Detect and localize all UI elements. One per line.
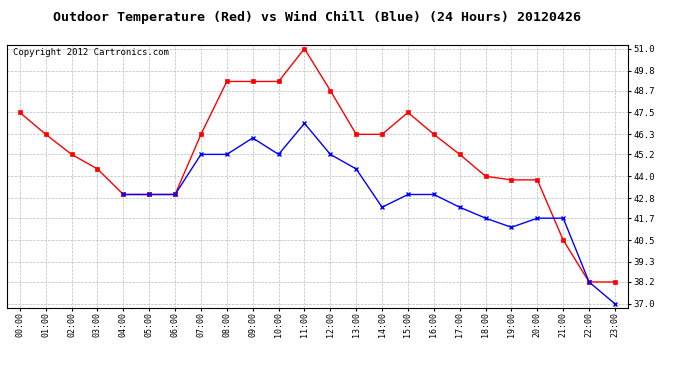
- Text: Copyright 2012 Cartronics.com: Copyright 2012 Cartronics.com: [13, 48, 169, 57]
- Text: Outdoor Temperature (Red) vs Wind Chill (Blue) (24 Hours) 20120426: Outdoor Temperature (Red) vs Wind Chill …: [53, 11, 582, 24]
